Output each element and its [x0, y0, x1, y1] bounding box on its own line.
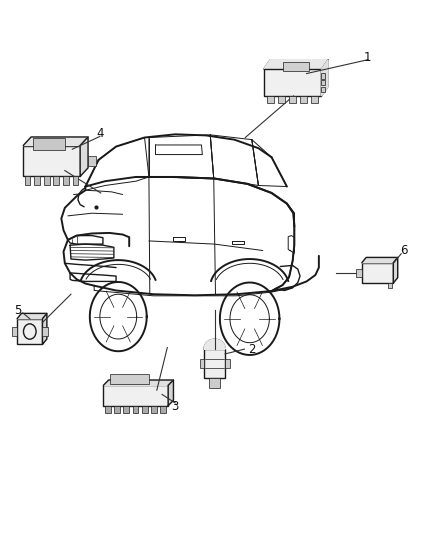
- Bar: [321, 80, 325, 85]
- Bar: [388, 283, 392, 288]
- Polygon shape: [264, 60, 328, 69]
- Bar: [267, 96, 274, 103]
- Bar: [160, 406, 166, 413]
- Polygon shape: [103, 380, 173, 385]
- Text: 4: 4: [96, 127, 104, 140]
- Text: 6: 6: [400, 244, 408, 257]
- Bar: [133, 406, 138, 413]
- Bar: [53, 176, 59, 185]
- Bar: [114, 406, 120, 413]
- Polygon shape: [23, 137, 88, 146]
- Bar: [356, 269, 362, 277]
- Bar: [17, 319, 42, 344]
- Bar: [25, 176, 30, 185]
- Bar: [209, 378, 220, 388]
- Bar: [289, 96, 296, 103]
- Polygon shape: [362, 257, 398, 263]
- Bar: [151, 406, 157, 413]
- Bar: [42, 327, 48, 336]
- Polygon shape: [393, 257, 398, 283]
- Bar: [142, 406, 148, 413]
- Bar: [278, 96, 285, 103]
- Polygon shape: [80, 137, 88, 176]
- Bar: [34, 176, 40, 185]
- Bar: [88, 156, 96, 166]
- Polygon shape: [42, 313, 47, 344]
- Bar: [63, 176, 69, 185]
- Bar: [200, 359, 204, 368]
- Text: 3: 3: [172, 400, 179, 413]
- Polygon shape: [168, 380, 173, 406]
- Text: 2: 2: [247, 343, 255, 356]
- Bar: [105, 406, 111, 413]
- Polygon shape: [17, 313, 47, 319]
- Bar: [321, 86, 325, 92]
- Bar: [321, 74, 325, 79]
- Bar: [124, 406, 129, 413]
- Bar: [44, 176, 49, 185]
- Bar: [264, 69, 321, 96]
- Polygon shape: [321, 60, 328, 96]
- Bar: [103, 385, 168, 406]
- Bar: [23, 146, 80, 176]
- Bar: [311, 96, 318, 103]
- Bar: [362, 263, 393, 283]
- Bar: [204, 349, 225, 378]
- Text: 5: 5: [14, 304, 21, 317]
- Bar: [73, 176, 78, 185]
- Bar: [33, 138, 65, 150]
- Text: 1: 1: [364, 51, 372, 63]
- Bar: [300, 96, 307, 103]
- Bar: [283, 62, 309, 71]
- Bar: [12, 327, 17, 336]
- Bar: [110, 374, 149, 384]
- Bar: [225, 359, 230, 368]
- Polygon shape: [204, 340, 225, 349]
